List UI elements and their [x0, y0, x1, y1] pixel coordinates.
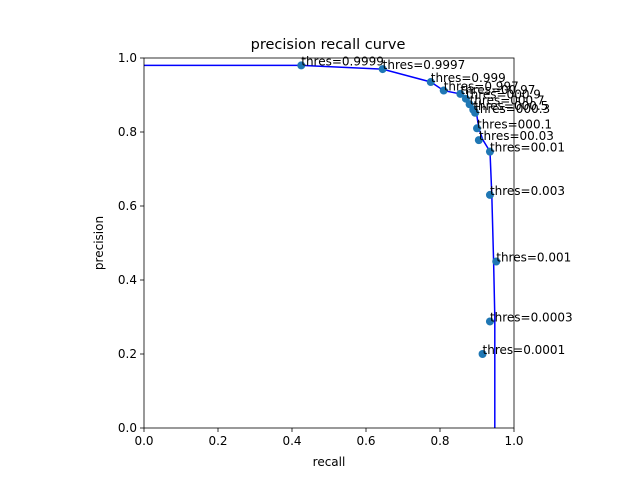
threshold-label: thres=0.003 — [490, 184, 565, 198]
plot-area — [144, 58, 514, 428]
points-layer — [297, 61, 501, 358]
threshold-label: thres=00.97 — [460, 83, 535, 97]
chart-title: precision recall curve — [251, 37, 406, 53]
y-tick-label: 0.2 — [118, 347, 137, 361]
threshold-label: thres=0.9999 — [301, 54, 384, 68]
threshold-label: thres=0.9997 — [383, 58, 466, 72]
y-tick-label: 0.0 — [118, 421, 137, 435]
threshold-label: thres=000.7 — [470, 93, 545, 107]
data-point — [485, 190, 494, 199]
point-labels-layer: thres=0.9999thres=0.9997thres=0.999thres… — [301, 54, 572, 357]
data-point — [474, 136, 483, 145]
threshold-label: thres=00.01 — [490, 141, 565, 155]
threshold-label: thres=000.9 — [466, 88, 541, 102]
data-point — [297, 61, 306, 70]
threshold-label: thres=000.1 — [477, 117, 552, 131]
y-axis-ticks: 0.0 0.2 0.4 0.6 0.8 1.0 — [118, 51, 144, 435]
data-point — [378, 65, 387, 74]
threshold-label: thres=000.5 — [473, 99, 548, 113]
x-axis-label: recall — [313, 455, 346, 469]
threshold-label: thres=0.001 — [496, 251, 571, 265]
y-axis-label: precision — [92, 216, 106, 270]
x-tick-label: 1.0 — [504, 434, 523, 448]
data-point — [473, 124, 481, 133]
x-tick-label: 0.6 — [356, 434, 375, 448]
y-tick-label: 0.6 — [118, 199, 137, 213]
y-tick-label: 0.8 — [118, 125, 137, 139]
x-tick-label: 0.2 — [208, 434, 227, 448]
threshold-label: thres=000.3 — [475, 102, 550, 116]
threshold-label: thres=0.997 — [444, 80, 519, 94]
data-point — [478, 350, 487, 358]
x-axis-ticks: 0.0 0.2 0.4 0.6 0.8 1.0 — [134, 428, 524, 448]
x-tick-label: 0.8 — [430, 434, 449, 448]
data-point — [485, 147, 494, 156]
data-point — [439, 86, 448, 95]
data-point — [426, 78, 435, 87]
x-tick-label: 0.4 — [282, 434, 301, 448]
y-tick-label: 0.4 — [118, 273, 137, 287]
threshold-label: thres=0.0003 — [490, 310, 573, 324]
threshold-label: thres=0.999 — [431, 71, 506, 85]
plot-frame — [143, 57, 515, 429]
y-tick-label: 1.0 — [118, 51, 137, 65]
data-point — [456, 89, 465, 98]
threshold-label: thres=0.0001 — [483, 343, 566, 357]
data-point — [471, 108, 480, 117]
data-point — [485, 317, 494, 326]
threshold-label: thres=00.03 — [479, 129, 554, 143]
x-tick-label: 0.0 — [134, 434, 153, 448]
data-point — [492, 257, 501, 266]
